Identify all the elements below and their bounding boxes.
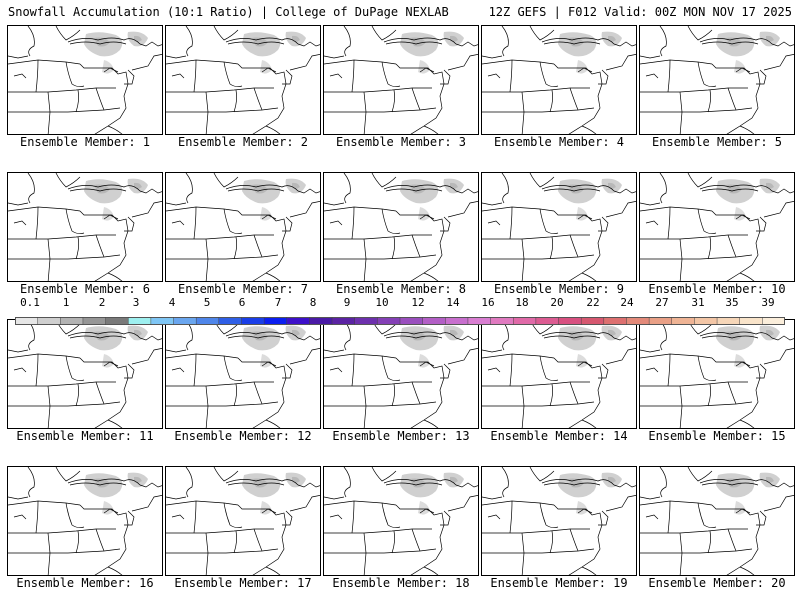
- colorbar-swatch: [626, 317, 650, 325]
- colorbar-swatch: [128, 317, 152, 325]
- member-label: Ensemble Member: 10: [648, 282, 786, 296]
- colorbar-swatch: [37, 317, 61, 325]
- member-label: Ensemble Member: 20: [648, 576, 786, 590]
- colorbar-tick-label: 31: [691, 296, 705, 309]
- member-label: Ensemble Member: 12: [174, 429, 312, 443]
- map-panel-member-9: [481, 172, 637, 282]
- colorbar-swatch: [603, 317, 628, 325]
- map-panel-member-18: [323, 466, 479, 576]
- member-label: Ensemble Member: 17: [174, 576, 312, 590]
- colorbar-swatch: [445, 317, 469, 325]
- map-panel-member-16: [7, 466, 163, 576]
- colorbar-swatch: [105, 317, 129, 325]
- member-label: Ensemble Member: 4: [493, 135, 625, 149]
- colorbar-swatch: [513, 317, 537, 325]
- colorbar-swatch: [60, 317, 84, 325]
- colorbar-swatch: [82, 317, 107, 325]
- member-label: Ensemble Member: 13: [332, 429, 470, 443]
- map-panel-member-1: [7, 25, 163, 135]
- colorbar-swatch: [422, 317, 446, 325]
- colorbar-tick-label: 2: [98, 296, 106, 309]
- map-panel-member-7: [165, 172, 321, 282]
- member-label: Ensemble Member: 1: [19, 135, 151, 149]
- colorbar-tick-label: 4: [168, 296, 176, 309]
- colorbar-swatch: [581, 317, 605, 325]
- colorbar-swatch: [15, 317, 39, 325]
- map-panel-member-8: [323, 172, 479, 282]
- member-label: Ensemble Member: 14: [490, 429, 628, 443]
- colorbar-tick-label: 18: [515, 296, 529, 309]
- colorbar-swatch: [196, 317, 220, 325]
- colorbar-tick-label: 5: [203, 296, 211, 309]
- map-panel-member-2: [165, 25, 321, 135]
- colorbar-swatch: [490, 317, 514, 325]
- member-label: Ensemble Member: 16: [16, 576, 154, 590]
- colorbar-swatch: [264, 317, 288, 325]
- colorbar-tick-label: 8: [309, 296, 317, 309]
- colorbar-tick-label: 12: [411, 296, 425, 309]
- colorbar-swatch: [309, 317, 333, 325]
- colorbar-swatch: [649, 317, 673, 325]
- colorbar-tick-label: 7: [274, 296, 282, 309]
- colorbar-tick-label: 3: [132, 296, 140, 309]
- colorbar-tick-label: 16: [481, 296, 495, 309]
- map-panel-member-4: [481, 25, 637, 135]
- colorbar-swatch: [694, 317, 718, 325]
- member-label: Ensemble Member: 2: [177, 135, 309, 149]
- member-label: Ensemble Member: 7: [177, 282, 309, 296]
- map-panel-member-10: [639, 172, 795, 282]
- colorbar-tick-label: 24: [620, 296, 634, 309]
- colorbar-swatch: [739, 317, 763, 325]
- map-panel-member-3: [323, 25, 479, 135]
- colorbar: [15, 310, 786, 325]
- colorbar-swatch: [717, 317, 741, 325]
- map-title: Snowfall Accumulation (10:1 Ratio) | Col…: [8, 5, 449, 19]
- map-panel-member-5: [639, 25, 795, 135]
- colorbar-swatch: [671, 317, 696, 325]
- colorbar-tick-label: 27: [655, 296, 669, 309]
- member-label: Ensemble Member: 11: [16, 429, 154, 443]
- valid-time: 12Z GEFS | F012 Valid: 00Z MON NOV 17 20…: [488, 5, 792, 19]
- colorbar-tick-label: 39: [761, 296, 775, 309]
- member-label: Ensemble Member: 9: [493, 282, 625, 296]
- colorbar-tick-label: 0.1: [20, 296, 40, 309]
- colorbar-swatch: [535, 317, 560, 325]
- colorbar-swatch: [218, 317, 243, 325]
- member-label: Ensemble Member: 5: [651, 135, 783, 149]
- colorbar-tick-label: 9: [343, 296, 351, 309]
- colorbar-tick-label: 1: [62, 296, 70, 309]
- map-panel-member-20: [639, 466, 795, 576]
- colorbar-tick-label: 22: [586, 296, 600, 309]
- colorbar-swatch: [377, 317, 401, 325]
- colorbar-swatch: [354, 317, 378, 325]
- colorbar-swatch: [286, 317, 311, 325]
- member-label: Ensemble Member: 3: [335, 135, 467, 149]
- member-label: Ensemble Member: 18: [332, 576, 470, 590]
- colorbar-swatch: [467, 317, 492, 325]
- map-panel-member-14: [481, 319, 637, 429]
- map-panel-member-13: [323, 319, 479, 429]
- colorbar-swatch: [400, 317, 424, 325]
- map-panel-member-11: [7, 319, 163, 429]
- colorbar-swatch: [173, 317, 197, 325]
- map-panel-member-17: [165, 466, 321, 576]
- colorbar-tick-label: 14: [446, 296, 460, 309]
- colorbar-swatch: [150, 317, 175, 325]
- colorbar-swatch: [332, 317, 356, 325]
- map-panel-member-6: [7, 172, 163, 282]
- colorbar-tick-label: 10: [375, 296, 389, 309]
- map-panel-member-12: [165, 319, 321, 429]
- colorbar-swatch: [558, 317, 582, 325]
- colorbar-tick-label: 6: [238, 296, 246, 309]
- member-label: Ensemble Member: 8: [335, 282, 467, 296]
- colorbar-swatch: [762, 317, 786, 325]
- colorbar-tick-label: 35: [725, 296, 739, 309]
- map-panel-member-19: [481, 466, 637, 576]
- member-label: Ensemble Member: 15: [648, 429, 786, 443]
- member-label: Ensemble Member: 19: [490, 576, 628, 590]
- colorbar-tick-label: 20: [550, 296, 564, 309]
- member-label: Ensemble Member: 6: [19, 282, 151, 296]
- colorbar-swatch: [241, 317, 265, 325]
- map-panel-member-15: [639, 319, 795, 429]
